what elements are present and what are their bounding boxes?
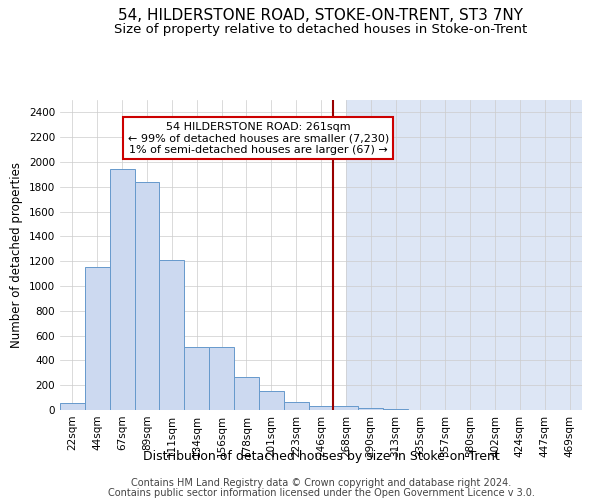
Bar [110, 170, 134, 410]
Text: 54, HILDERSTONE ROAD, STOKE-ON-TRENT, ST3 7NY: 54, HILDERSTONE ROAD, STOKE-ON-TRENT, ST… [119, 8, 523, 22]
Bar [60, 100, 346, 410]
Bar [134, 182, 160, 410]
Text: Contains public sector information licensed under the Open Government Licence v : Contains public sector information licen… [107, 488, 535, 498]
Bar [85, 268, 110, 410]
Bar [184, 347, 209, 410]
Text: Contains HM Land Registry data © Crown copyright and database right 2024.: Contains HM Land Registry data © Crown c… [131, 478, 511, 488]
Bar [308, 406, 334, 410]
Bar [346, 100, 582, 410]
Bar [160, 260, 184, 410]
Bar [383, 409, 408, 410]
Bar [284, 402, 308, 410]
Bar [60, 403, 85, 410]
Bar [209, 347, 234, 410]
Y-axis label: Number of detached properties: Number of detached properties [10, 162, 23, 348]
Text: Distribution of detached houses by size in Stoke-on-Trent: Distribution of detached houses by size … [143, 450, 499, 463]
Bar [358, 408, 383, 410]
Bar [259, 392, 284, 410]
Text: 54 HILDERSTONE ROAD: 261sqm
← 99% of detached houses are smaller (7,230)
1% of s: 54 HILDERSTONE ROAD: 261sqm ← 99% of det… [128, 122, 389, 155]
Text: Size of property relative to detached houses in Stoke-on-Trent: Size of property relative to detached ho… [115, 22, 527, 36]
Bar [334, 406, 358, 410]
Bar [234, 376, 259, 410]
